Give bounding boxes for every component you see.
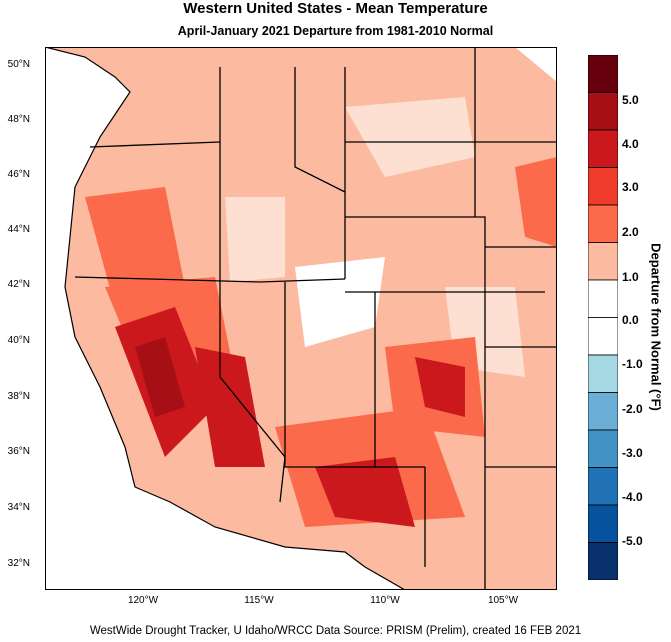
legend-swatch (588, 354, 618, 393)
legend-label-2: 2.0 (622, 225, 639, 239)
lon-label-110: 110°W (370, 595, 400, 606)
map-subtitle: April-January 2021 Departure from 1981-2… (177, 24, 494, 38)
legend-swatch (588, 504, 618, 543)
legend-swatch (588, 204, 618, 243)
legend-swatch (588, 542, 618, 580)
lat-label-46: 46°N (7, 169, 30, 180)
legend-swatch (588, 55, 618, 93)
lat-label-36: 36°N (7, 446, 30, 457)
legend-title: Departure from Normal (°F) (648, 243, 664, 411)
lat-label-38: 38°N (7, 391, 30, 402)
legend-label-neg3: -3.0 (622, 446, 643, 460)
lat-label-50: 50°N (7, 59, 30, 70)
legend-swatch (588, 392, 618, 431)
credit-line: WestWide Drought Tracker, U Idaho/WRCC D… (89, 625, 582, 637)
legend-label-4: 4.0 (622, 137, 639, 151)
legend-swatch (588, 129, 618, 168)
lat-label-40: 40°N (7, 335, 30, 346)
legend-label-neg4: -4.0 (622, 490, 643, 504)
legend-label-neg2: -2.0 (622, 402, 643, 416)
legend-swatch (588, 467, 618, 506)
lat-label-32: 32°N (7, 558, 30, 569)
legend-label-5: 5.0 (622, 93, 639, 107)
legend-label-neg5: -5.0 (622, 534, 643, 548)
temperature-departure-map (45, 47, 557, 590)
state-borders (74, 47, 557, 590)
legend-swatch (588, 429, 618, 468)
lon-label-120: 120°W (127, 595, 159, 606)
lon-label-115: 115°W (244, 595, 274, 606)
legend-swatch (588, 167, 618, 206)
legend-label-0: 0.0 (622, 313, 639, 327)
legend-swatch (588, 317, 618, 356)
legend-label-neg1: -1.0 (622, 357, 643, 371)
lat-label-42: 42°N (7, 279, 30, 290)
lat-label-48: 48°N (7, 114, 30, 125)
legend-colorbar (588, 55, 618, 580)
lat-label-44: 44°N (7, 224, 30, 235)
legend-swatch (588, 242, 618, 281)
map-title: Western United States - Mean Temperature (183, 0, 488, 17)
legend-swatch (588, 92, 618, 131)
lon-label-105: 105°W (487, 595, 519, 606)
legend-label-1: 1.0 (622, 270, 639, 284)
legend-swatch (588, 279, 618, 318)
legend-label-3: 3.0 (622, 180, 639, 194)
lat-label-34: 34°N (7, 502, 30, 513)
